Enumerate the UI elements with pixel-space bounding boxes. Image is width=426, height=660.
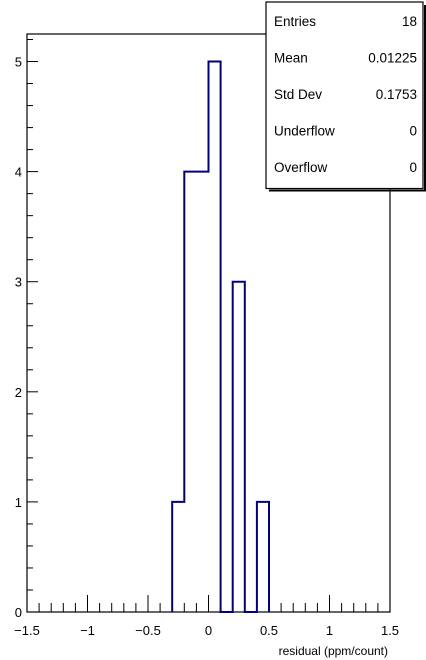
stats-label: Underflow bbox=[274, 124, 335, 139]
x-tick-label: 0 bbox=[205, 623, 212, 638]
stats-value: 18 bbox=[402, 14, 417, 29]
stats-value: 0 bbox=[409, 124, 417, 139]
histogram-bars bbox=[171, 60, 270, 613]
histogram-bar bbox=[257, 502, 269, 612]
x-tick-label: 1 bbox=[326, 623, 333, 638]
x-tick-label: −1.5 bbox=[14, 623, 40, 638]
histogram-bar bbox=[172, 502, 184, 612]
stats-box-frame bbox=[265, 1, 424, 190]
histogram-bar bbox=[184, 172, 208, 612]
stats-value: 0 bbox=[409, 160, 417, 175]
y-tick-label: 1 bbox=[15, 495, 22, 510]
stats-label: Mean bbox=[274, 51, 308, 66]
stats-value: 0.1753 bbox=[376, 87, 417, 102]
stats-box: Entries 18 Mean 0.01225 Std Dev 0.1753 Underfl… bbox=[265, 1, 426, 192]
x-tick-label: −1 bbox=[80, 623, 95, 638]
histogram-bar bbox=[209, 62, 221, 612]
y-tick-label: 2 bbox=[15, 385, 22, 400]
y-tick-label: 4 bbox=[15, 165, 22, 180]
stats-value: 0.01225 bbox=[368, 51, 417, 66]
y-tick-label: 3 bbox=[15, 275, 22, 290]
y-tick-label: 0 bbox=[15, 605, 22, 620]
x-axis-ticks: −1.5 −1 −0.5 0 0.5 1 1.5 bbox=[14, 595, 399, 638]
stats-label: Entries bbox=[274, 14, 316, 29]
histogram-bar bbox=[233, 282, 245, 612]
x-tick-label: 0.5 bbox=[260, 623, 278, 638]
stats-label: Std Dev bbox=[274, 87, 322, 102]
y-tick-label: 5 bbox=[15, 55, 22, 70]
x-axis-title: residual (ppm/count) bbox=[279, 644, 388, 658]
x-tick-label: −0.5 bbox=[135, 623, 161, 638]
histogram-outline bbox=[171, 60, 270, 613]
y-axis-ticks: 0 1 2 3 4 5 bbox=[15, 39, 38, 620]
stats-label: Overflow bbox=[274, 160, 328, 175]
x-tick-label: 1.5 bbox=[381, 623, 399, 638]
